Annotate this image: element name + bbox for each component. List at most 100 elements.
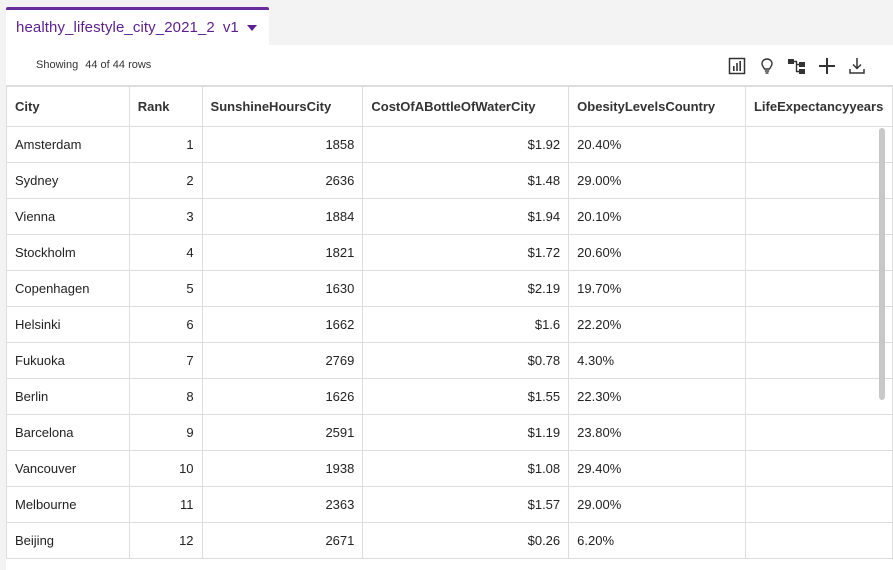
column-header-sunshine[interactable]: SunshineHoursCity bbox=[201, 86, 364, 127]
chevron-down-icon[interactable] bbox=[246, 24, 257, 31]
table-cell[interactable]: Helsinki bbox=[6, 306, 130, 343]
table-row[interactable]: Stockholm 4 1821 $1.72 20.60% bbox=[6, 234, 893, 271]
download-icon[interactable] bbox=[847, 56, 867, 76]
table-cell[interactable] bbox=[744, 486, 893, 523]
table-cell[interactable]: 22.30% bbox=[568, 378, 746, 415]
table-cell[interactable]: Vienna bbox=[6, 198, 130, 235]
table-cell[interactable]: 20.60% bbox=[568, 234, 746, 271]
table-cell[interactable]: Fukuoka bbox=[6, 342, 130, 379]
table-row[interactable]: Melbourne 11 2363 $1.57 29.00% bbox=[6, 486, 893, 523]
column-header-water-cost[interactable]: CostOfABottleOfWaterCity bbox=[362, 86, 570, 127]
table-cell[interactable]: 29.00% bbox=[568, 162, 746, 199]
table-cell[interactable] bbox=[744, 414, 893, 451]
table-row[interactable]: Sydney 2 2636 $1.48 29.00% bbox=[6, 162, 893, 199]
table-cell[interactable]: Copenhagen bbox=[6, 270, 130, 307]
table-row[interactable]: Beijing 12 2671 $0.26 6.20% bbox=[6, 522, 893, 559]
table-cell[interactable]: 29.40% bbox=[568, 450, 746, 487]
table-cell[interactable]: Melbourne bbox=[6, 486, 130, 523]
vertical-scrollbar[interactable] bbox=[879, 128, 885, 400]
table-cell[interactable] bbox=[744, 342, 893, 379]
column-header-obesity[interactable]: ObesityLevelsCountry bbox=[568, 86, 746, 127]
table-cell[interactable]: $1.94 bbox=[362, 198, 570, 235]
table-cell[interactable]: 6 bbox=[128, 306, 203, 343]
table-cell[interactable]: $1.57 bbox=[362, 486, 570, 523]
column-header-life-expectancy[interactable]: LifeExpectancyyears bbox=[744, 86, 893, 127]
table-cell[interactable]: $1.72 bbox=[362, 234, 570, 271]
table-row[interactable]: Fukuoka 7 2769 $0.78 4.30% bbox=[6, 342, 893, 379]
table-cell[interactable] bbox=[744, 126, 893, 163]
table-cell[interactable]: Vancouver bbox=[6, 450, 130, 487]
table-cell[interactable]: $1.19 bbox=[362, 414, 570, 451]
table-cell[interactable] bbox=[744, 198, 893, 235]
table-cell[interactable]: 1821 bbox=[201, 234, 364, 271]
table-cell[interactable]: 1938 bbox=[201, 450, 364, 487]
table-cell[interactable]: 2769 bbox=[201, 342, 364, 379]
table-cell[interactable] bbox=[744, 378, 893, 415]
toolbar: Showing 44 of 44 rows bbox=[6, 45, 893, 85]
table-cell[interactable]: Berlin bbox=[6, 378, 130, 415]
data-grid[interactable]: City Rank SunshineHoursCity CostOfABottl… bbox=[6, 85, 893, 570]
table-cell[interactable]: 1626 bbox=[201, 378, 364, 415]
table-cell[interactable]: 2591 bbox=[201, 414, 364, 451]
table-cell[interactable]: 8 bbox=[128, 378, 203, 415]
table-cell[interactable]: $2.19 bbox=[362, 270, 570, 307]
table-row[interactable]: Vienna 3 1884 $1.94 20.10% bbox=[6, 198, 893, 235]
table-cell[interactable]: 9 bbox=[128, 414, 203, 451]
table-cell[interactable]: 19.70% bbox=[568, 270, 746, 307]
table-cell[interactable]: 5 bbox=[128, 270, 203, 307]
table-cell[interactable]: $0.26 bbox=[362, 522, 570, 559]
table-cell[interactable]: $1.55 bbox=[362, 378, 570, 415]
table-cell[interactable]: 2636 bbox=[201, 162, 364, 199]
table-cell[interactable]: 23.80% bbox=[568, 414, 746, 451]
table-cell[interactable]: 4 bbox=[128, 234, 203, 271]
table-row[interactable]: Amsterdam 1 1858 $1.92 20.40% bbox=[6, 126, 893, 163]
table-cell[interactable] bbox=[744, 450, 893, 487]
table-cell[interactable]: $1.08 bbox=[362, 450, 570, 487]
table-cell[interactable]: 12 bbox=[128, 522, 203, 559]
table-cell[interactable]: 1 bbox=[128, 126, 203, 163]
chart-icon[interactable] bbox=[727, 56, 747, 76]
table-cell[interactable]: 1858 bbox=[201, 126, 364, 163]
table-cell[interactable]: Barcelona bbox=[6, 414, 130, 451]
lineage-icon[interactable] bbox=[787, 56, 807, 76]
table-cell[interactable]: $1.48 bbox=[362, 162, 570, 199]
table-cell[interactable]: 20.40% bbox=[568, 126, 746, 163]
dataset-tab[interactable]: healthy_lifestyle_city_2021_2 v1 bbox=[6, 7, 269, 45]
table-cell[interactable]: 22.20% bbox=[568, 306, 746, 343]
table-cell[interactable]: 7 bbox=[128, 342, 203, 379]
table-cell[interactable] bbox=[744, 522, 893, 559]
table-cell[interactable]: 20.10% bbox=[568, 198, 746, 235]
table-cell[interactable]: $1.6 bbox=[362, 306, 570, 343]
column-header-city[interactable]: City bbox=[6, 86, 130, 127]
table-cell[interactable]: 2671 bbox=[201, 522, 364, 559]
table-cell[interactable]: Stockholm bbox=[6, 234, 130, 271]
table-row[interactable]: Helsinki 6 1662 $1.6 22.20% bbox=[6, 306, 893, 343]
table-cell[interactable]: Beijing bbox=[6, 522, 130, 559]
table-cell[interactable]: 2363 bbox=[201, 486, 364, 523]
table-cell[interactable]: Amsterdam bbox=[6, 126, 130, 163]
add-icon[interactable] bbox=[817, 56, 837, 76]
table-cell[interactable]: $0.78 bbox=[362, 342, 570, 379]
table-row[interactable]: Berlin 8 1626 $1.55 22.30% bbox=[6, 378, 893, 415]
table-cell[interactable]: 10 bbox=[128, 450, 203, 487]
table-cell[interactable]: 11 bbox=[128, 486, 203, 523]
table-row[interactable]: Barcelona 9 2591 $1.19 23.80% bbox=[6, 414, 893, 451]
table-cell[interactable] bbox=[744, 162, 893, 199]
table-row[interactable]: Copenhagen 5 1630 $2.19 19.70% bbox=[6, 270, 893, 307]
table-cell[interactable] bbox=[744, 234, 893, 271]
table-cell[interactable]: 1662 bbox=[201, 306, 364, 343]
table-cell[interactable]: 6.20% bbox=[568, 522, 746, 559]
table-cell[interactable]: 4.30% bbox=[568, 342, 746, 379]
table-cell[interactable]: 1630 bbox=[201, 270, 364, 307]
table-cell[interactable] bbox=[744, 270, 893, 307]
column-header-rank[interactable]: Rank bbox=[128, 86, 203, 127]
table-cell[interactable]: Sydney bbox=[6, 162, 130, 199]
table-cell[interactable]: 29.00% bbox=[568, 486, 746, 523]
table-row[interactable]: Vancouver 10 1938 $1.08 29.40% bbox=[6, 450, 893, 487]
table-cell[interactable]: 1884 bbox=[201, 198, 364, 235]
lightbulb-icon[interactable] bbox=[757, 56, 777, 76]
table-cell[interactable] bbox=[744, 306, 893, 343]
table-cell[interactable]: $1.92 bbox=[362, 126, 570, 163]
table-cell[interactable]: 3 bbox=[128, 198, 203, 235]
table-cell[interactable]: 2 bbox=[128, 162, 203, 199]
